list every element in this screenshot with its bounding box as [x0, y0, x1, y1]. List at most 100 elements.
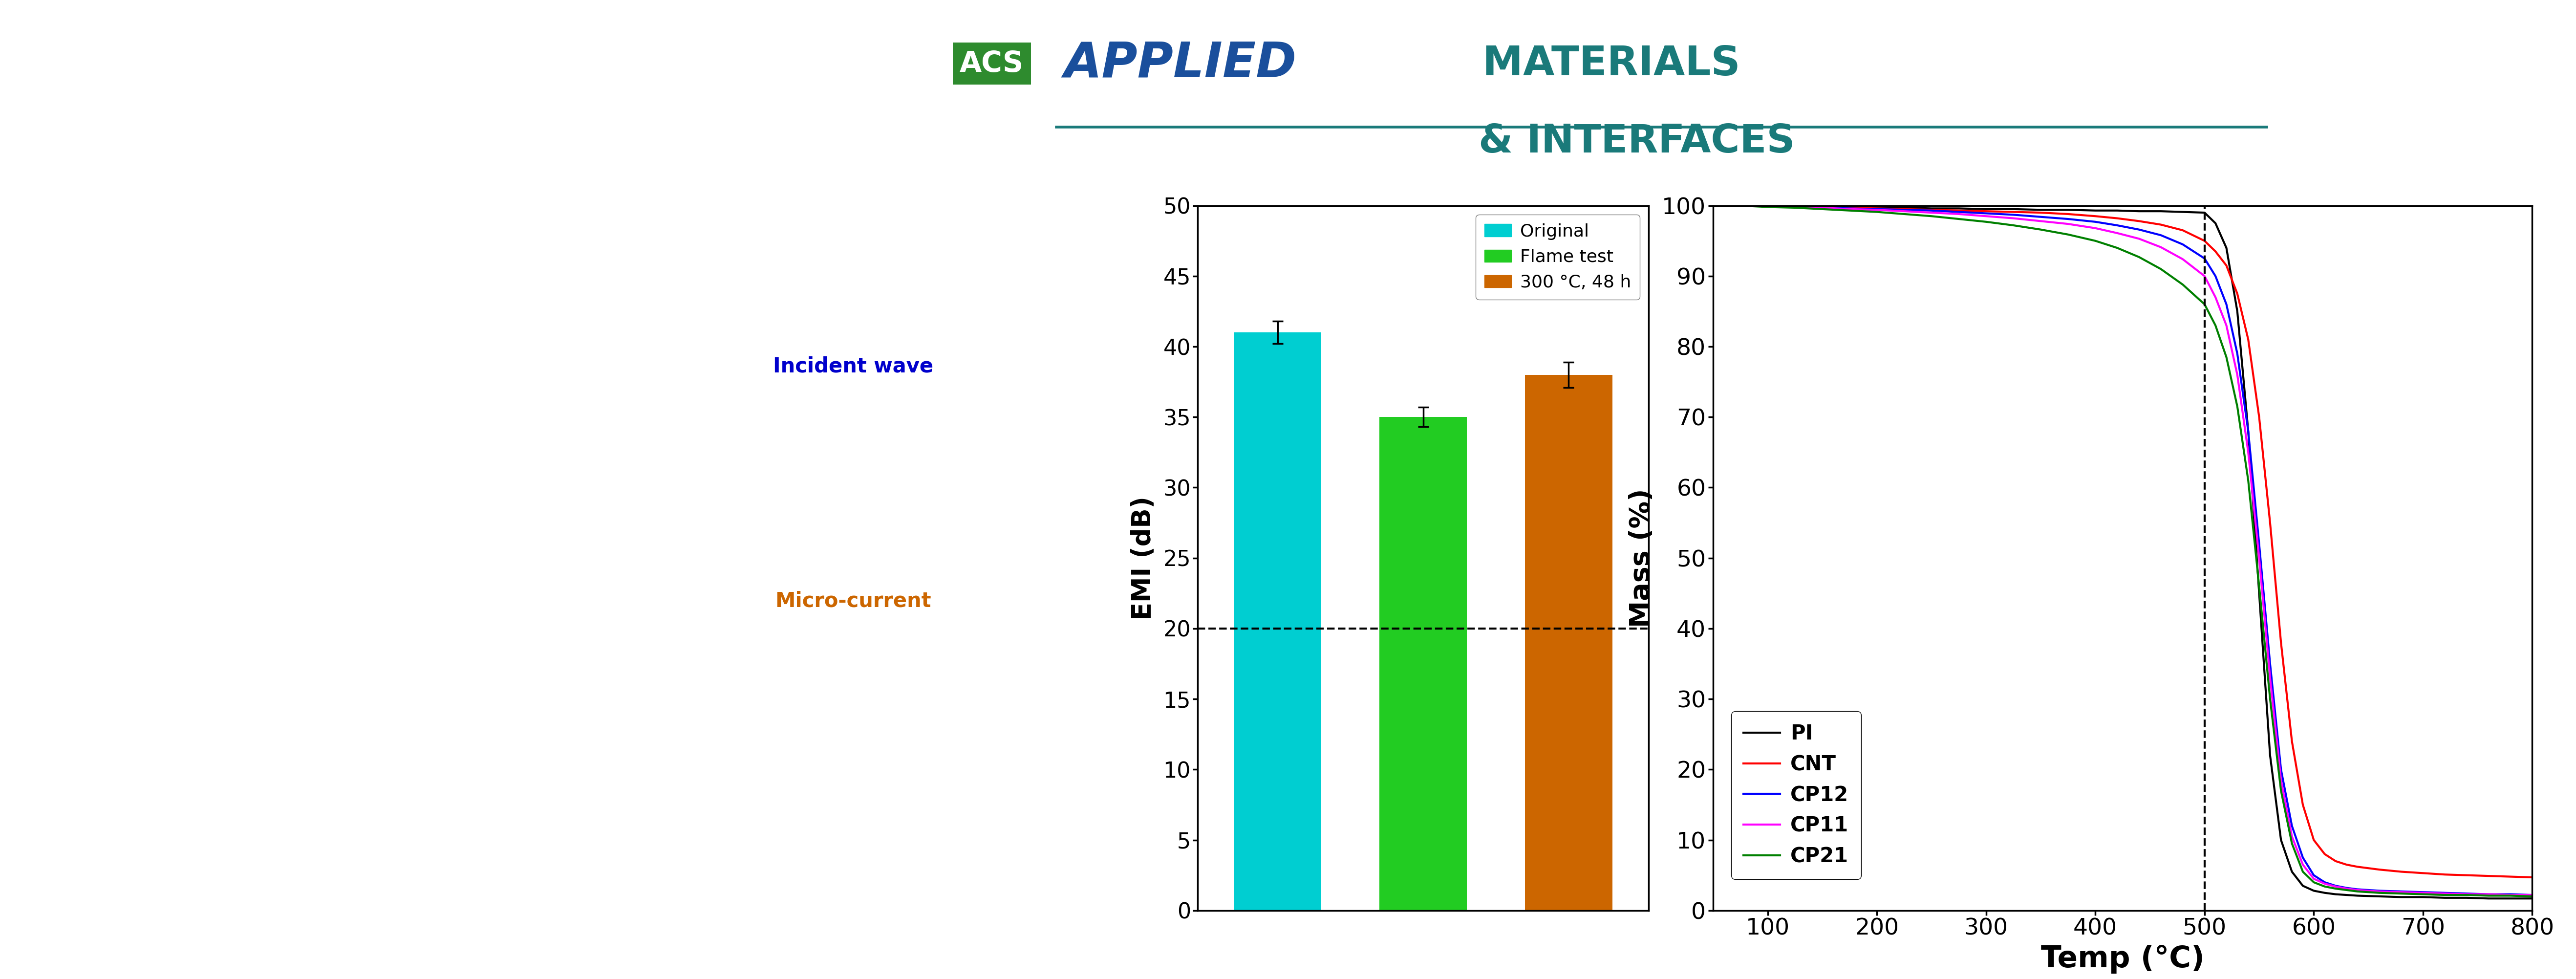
CP21 — [2079, 235, 2110, 247]
CP12 — [2123, 223, 2154, 235]
CP12 — [1726, 200, 1757, 211]
PI — [2385, 891, 2416, 903]
CNT — [2452, 869, 2483, 881]
Line: CNT: CNT — [1713, 206, 2532, 877]
CP11 — [2429, 888, 2460, 900]
CP21 — [1780, 202, 1811, 213]
CP11 — [2190, 270, 2221, 282]
CP21 — [1971, 216, 2002, 228]
PI — [2123, 206, 2154, 217]
CP11 — [1862, 204, 1893, 215]
CP11 — [2409, 887, 2439, 899]
CP21 — [2496, 890, 2527, 902]
CP12 — [2385, 886, 2416, 898]
CP21 — [2342, 886, 2372, 898]
CP21 — [2123, 252, 2154, 263]
CP12 — [1942, 206, 1973, 217]
PI — [2298, 885, 2329, 897]
CP11 — [2025, 215, 2056, 227]
PI — [1999, 204, 2030, 215]
CP12 — [1752, 201, 1783, 212]
CP11 — [2210, 319, 2241, 331]
CNT — [2146, 218, 2177, 230]
PI — [2146, 206, 2177, 217]
Text: APPLIED: APPLIED — [1064, 40, 1296, 87]
CP11 — [2200, 292, 2231, 303]
CP11 — [2321, 881, 2352, 893]
PI — [2166, 206, 2197, 217]
CP21 — [2385, 888, 2416, 900]
PI — [2331, 889, 2362, 901]
CP21 — [1999, 219, 2030, 231]
CP12 — [2166, 239, 2197, 251]
CP11 — [1942, 209, 1973, 220]
CP21 — [2517, 891, 2548, 903]
CP21 — [2277, 838, 2308, 850]
CNT — [2079, 210, 2110, 222]
CNT — [2365, 863, 2396, 875]
CP21 — [2287, 865, 2318, 877]
CP12 — [2298, 869, 2329, 881]
CP21 — [1862, 206, 1893, 217]
CP12 — [1971, 208, 2002, 219]
CP12 — [1917, 205, 1947, 216]
CP11 — [1999, 212, 2030, 224]
CP21 — [2053, 229, 2084, 241]
PI — [2429, 892, 2460, 904]
PI — [1806, 201, 1837, 212]
CP12 — [2409, 886, 2439, 898]
CP21 — [1698, 200, 1728, 211]
CNT — [2298, 834, 2329, 846]
CP11 — [1726, 200, 1757, 211]
CNT — [2210, 259, 2241, 271]
PI — [2025, 204, 2056, 215]
CNT — [1726, 200, 1757, 211]
CNT — [1862, 203, 1893, 214]
Text: ACS: ACS — [961, 50, 1023, 77]
CNT — [2287, 799, 2318, 811]
PI — [1780, 201, 1811, 212]
CNT — [1806, 201, 1837, 212]
PI — [2321, 888, 2352, 900]
CNT — [1834, 202, 1865, 213]
CP11 — [2233, 446, 2264, 458]
PI — [1942, 203, 1973, 214]
CP11 — [1698, 200, 1728, 211]
CNT — [1942, 205, 1973, 216]
CP21 — [2321, 883, 2352, 895]
CP21 — [2254, 693, 2285, 705]
CNT — [1698, 200, 1728, 211]
CP12 — [2264, 764, 2295, 775]
CP12 — [2210, 299, 2241, 310]
CNT — [2123, 215, 2154, 227]
CP21 — [2429, 889, 2460, 901]
CNT — [1780, 201, 1811, 212]
CP21 — [2190, 299, 2221, 310]
CP11 — [1752, 201, 1783, 212]
CNT — [2166, 224, 2197, 236]
CP11 — [2244, 552, 2275, 564]
CP11 — [2102, 227, 2133, 239]
PI — [2409, 891, 2439, 903]
CP21 — [2331, 884, 2362, 896]
CP12 — [2308, 876, 2339, 888]
CP11 — [2079, 222, 2110, 234]
Bar — [1234, 333, 1321, 910]
CNT — [2200, 246, 2231, 257]
PI — [2190, 207, 2221, 218]
CP11 — [1834, 204, 1865, 215]
CP12 — [2233, 425, 2264, 437]
CP21 — [2409, 888, 2439, 900]
Text: Micro-current: Micro-current — [775, 591, 933, 611]
CNT — [2429, 868, 2460, 880]
CNT — [2244, 411, 2275, 423]
PI — [2473, 893, 2504, 905]
CP12 — [2473, 888, 2504, 900]
CNT — [2321, 856, 2352, 867]
CP21 — [1726, 200, 1757, 211]
CP11 — [2496, 889, 2527, 901]
Text: MATERIALS: MATERIALS — [1468, 44, 1741, 83]
CP11 — [2308, 878, 2339, 890]
PI — [1917, 203, 1947, 214]
Line: PI: PI — [1713, 206, 2532, 899]
